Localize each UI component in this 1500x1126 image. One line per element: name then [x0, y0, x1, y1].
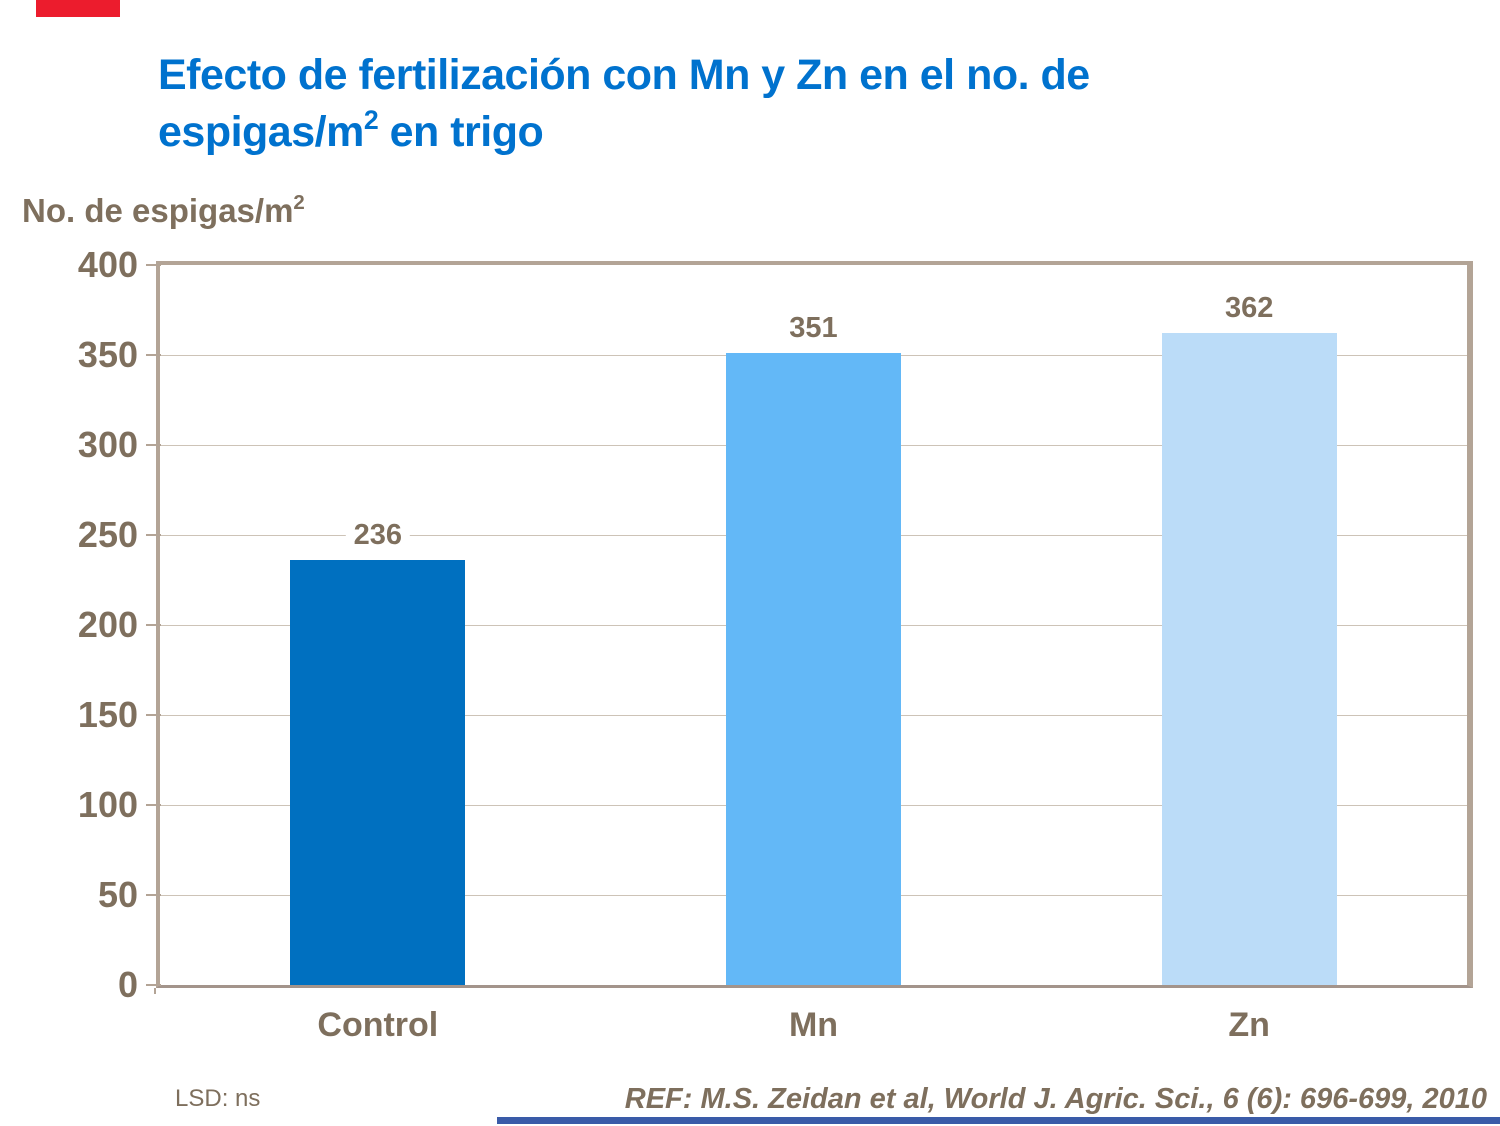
plot-frame: 236 351 362	[156, 261, 1473, 988]
reference-citation: REF: M.S. Zeidan et al, World J. Agric. …	[624, 1083, 1487, 1115]
x-axis-label-zn: Zn	[1228, 1006, 1270, 1044]
y-axis-tick-label: 350	[77, 334, 138, 375]
lsd-note: LSD: ns	[175, 1085, 261, 1112]
y-axis-tick	[146, 354, 161, 356]
bar-value-label: 351	[781, 311, 846, 346]
bar-zn	[1161, 333, 1337, 985]
y-axis-tick-label: 50	[97, 874, 138, 915]
x-axis-label-control: Control	[317, 1006, 439, 1044]
bar-value-label: 236	[345, 518, 411, 553]
x-axis-corner-tick	[154, 988, 156, 994]
y-axis-tick	[146, 714, 161, 716]
y-axis-tick	[146, 444, 161, 446]
page-title: Efecto de fertilización con Mn y Zn en e…	[158, 47, 1378, 161]
y-axis-title: No. de espigas/m2	[22, 190, 305, 229]
y-axis-tick-label: 100	[77, 784, 138, 825]
y-axis-tick-label: 0	[117, 964, 138, 1005]
y-axis-tick	[146, 264, 161, 266]
slide-footer-blue-bar	[497, 1117, 1500, 1124]
y-axis-tick	[146, 804, 161, 806]
y-axis-tick-label: 150	[77, 694, 138, 735]
y-axis-tick-label: 200	[77, 604, 138, 645]
page-title-line1: Efecto de fertilización con Mn y Zn en e…	[158, 51, 1090, 99]
bar-control	[290, 560, 466, 985]
bar-value-label: 362	[1216, 291, 1282, 326]
superscript-2: 2	[363, 105, 379, 136]
superscript-2: 2	[293, 190, 305, 214]
y-axis-tick	[146, 984, 161, 986]
y-axis-tick-label: 300	[77, 424, 138, 465]
y-axis-tick	[146, 534, 161, 536]
x-axis-label-mn: Mn	[788, 1006, 839, 1044]
y-axis-tick	[146, 894, 161, 896]
y-axis-tick	[146, 624, 161, 626]
bar-mn	[726, 353, 901, 985]
slide-accent-red-strip	[36, 0, 120, 17]
page-title-line2: espigas/m2 en trigo	[158, 105, 544, 156]
y-axis-tick-label: 400	[77, 244, 138, 285]
y-axis-tick-label: 250	[77, 514, 138, 555]
plot-area: 236 351 362	[160, 265, 1467, 985]
